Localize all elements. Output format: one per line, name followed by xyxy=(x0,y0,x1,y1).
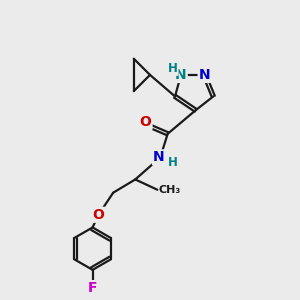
Text: O: O xyxy=(140,115,152,129)
Text: O: O xyxy=(92,208,104,222)
Text: N: N xyxy=(199,68,210,82)
Text: H: H xyxy=(168,62,178,75)
Text: CH₃: CH₃ xyxy=(159,185,181,195)
Text: H: H xyxy=(168,156,178,169)
Text: N: N xyxy=(175,68,187,82)
Text: F: F xyxy=(88,281,97,295)
Text: N: N xyxy=(153,150,165,164)
